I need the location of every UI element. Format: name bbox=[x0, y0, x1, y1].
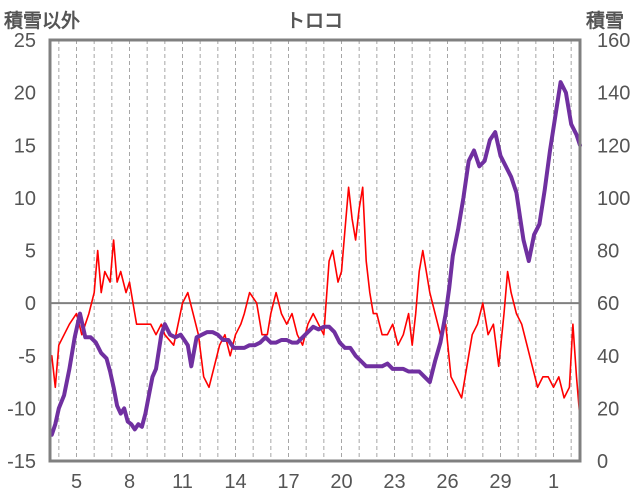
left-y-tick-label: 20 bbox=[14, 83, 36, 105]
right-y-tick-label: 40 bbox=[597, 346, 619, 368]
right-y-tick-label: 0 bbox=[597, 451, 608, 473]
right-y-tick-label: 100 bbox=[597, 188, 630, 210]
left-y-tick-label: -15 bbox=[7, 451, 36, 473]
x-tick-label: 11 bbox=[172, 471, 193, 493]
left-y-tick-label: 10 bbox=[14, 188, 36, 210]
purple-series-line-1 bbox=[49, 80, 582, 437]
left-y-tick-label: 0 bbox=[25, 293, 36, 315]
right-y-tick-label: 120 bbox=[597, 135, 630, 157]
x-tick-label: 20 bbox=[330, 471, 352, 493]
x-tick-label: 1 bbox=[548, 471, 559, 493]
x-tick-label: 8 bbox=[124, 471, 135, 493]
x-tick-label: 26 bbox=[436, 471, 458, 493]
left-y-tick-label: 5 bbox=[25, 241, 36, 263]
left-y-tick-label: -5 bbox=[18, 346, 36, 368]
left-y-tick-label: 15 bbox=[14, 135, 36, 157]
red-series-line-0 bbox=[51, 186, 581, 420]
right-y-tick-label: 160 bbox=[597, 30, 630, 52]
right-y-tick-label: 60 bbox=[597, 293, 619, 315]
right-axis-label: 積雪 bbox=[586, 10, 625, 32]
plot-frame bbox=[48, 38, 582, 463]
right-y-tick-label: 20 bbox=[597, 398, 619, 420]
x-tick-label: 23 bbox=[383, 471, 405, 493]
right-y-tick-label: 140 bbox=[597, 83, 630, 105]
x-tick-label: 29 bbox=[489, 471, 511, 493]
left-axis-label: 積雪以外 bbox=[4, 10, 81, 32]
plot-background bbox=[50, 40, 580, 461]
x-tick-label: 17 bbox=[277, 471, 299, 493]
left-y-tick-label: -10 bbox=[7, 398, 36, 420]
chart-title: トロコ bbox=[286, 10, 344, 32]
x-tick-label: 14 bbox=[224, 471, 246, 493]
x-tick-label: 5 bbox=[71, 471, 82, 493]
left-y-tick-label: 25 bbox=[14, 30, 36, 52]
right-y-tick-label: 80 bbox=[597, 241, 619, 263]
